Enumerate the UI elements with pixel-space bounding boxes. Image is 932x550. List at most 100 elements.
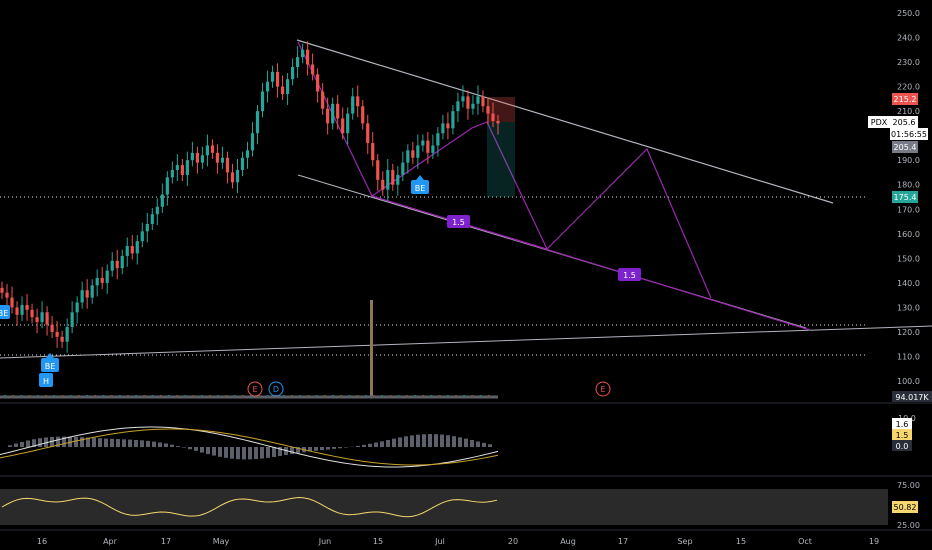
price-tick-label: 180.0 bbox=[897, 181, 920, 190]
channel-upper-line[interactable] bbox=[296, 39, 834, 204]
macd-histogram-bar bbox=[398, 437, 402, 447]
candle-body bbox=[265, 81, 270, 92]
price-tick-label: 150.0 bbox=[897, 254, 920, 263]
h-badge[interactable]: H bbox=[39, 373, 53, 387]
volume-bar bbox=[422, 395, 425, 398]
candle-body bbox=[15, 307, 19, 315]
volume-bar bbox=[233, 395, 236, 398]
price-scale[interactable]: 250.0 240.0 230.0 220.0 210.0 190.0 180.0 170.0… bbox=[897, 9, 920, 386]
macd-histogram-bar bbox=[158, 442, 162, 447]
svg-text:1.5: 1.5 bbox=[896, 431, 909, 440]
volume-bar bbox=[274, 395, 277, 398]
candle-body bbox=[45, 312, 49, 325]
candlestick-series bbox=[0, 41, 500, 353]
candle-body bbox=[456, 101, 460, 112]
svg-text:1.5: 1.5 bbox=[452, 218, 465, 227]
volume-bar bbox=[12, 395, 15, 398]
macd-histogram-bar bbox=[440, 434, 444, 447]
candle-body bbox=[331, 103, 335, 124]
volume-bar bbox=[241, 395, 244, 398]
volume-spike-bar bbox=[370, 300, 373, 398]
macd-label-2: 1.5 bbox=[892, 429, 912, 440]
symbol-price-tag[interactable]: PDX 205.6 01:56:55 bbox=[868, 116, 928, 140]
price-label-high: 215.2 bbox=[892, 93, 918, 105]
macd-histogram-bar bbox=[362, 444, 366, 447]
macd-histogram-bar bbox=[290, 447, 294, 455]
earnings-event-1[interactable]: E bbox=[247, 381, 263, 397]
volume-bar bbox=[340, 395, 343, 398]
macd-histogram-bar bbox=[122, 439, 126, 447]
support-trendline[interactable] bbox=[0, 325, 932, 359]
macd-histogram-bar bbox=[314, 447, 318, 451]
volume-bar bbox=[86, 395, 88, 398]
time-axis-label: Sep bbox=[677, 537, 692, 546]
earnings-event-2[interactable]: E bbox=[595, 381, 611, 397]
macd-histogram-bar bbox=[236, 447, 240, 460]
macd-histogram-bar bbox=[458, 437, 462, 447]
volume-bar bbox=[184, 395, 187, 398]
candle-body bbox=[200, 155, 205, 163]
candle-body bbox=[366, 123, 370, 144]
volume-bar bbox=[151, 395, 154, 398]
candle-body bbox=[50, 324, 54, 332]
candle-body bbox=[481, 96, 485, 107]
candle-body bbox=[406, 150, 410, 163]
ratio-label-1[interactable]: 1.5 bbox=[447, 215, 470, 228]
volume-bar bbox=[135, 395, 138, 398]
svg-text:BE: BE bbox=[0, 309, 8, 318]
time-axis-label: May bbox=[213, 537, 230, 546]
candle-body bbox=[240, 157, 245, 171]
macd-histogram-bar bbox=[32, 439, 36, 447]
svg-text:PDX: PDX bbox=[871, 118, 888, 127]
price-tick-label: 140.0 bbox=[897, 279, 920, 288]
macd-histogram-bar bbox=[14, 443, 18, 447]
candle-body bbox=[140, 231, 144, 242]
price-tick-label: 160.0 bbox=[897, 230, 920, 239]
volume-bar bbox=[381, 395, 384, 398]
volume-bar bbox=[225, 395, 228, 398]
volume-bar bbox=[36, 395, 39, 398]
be-badge-low[interactable]: BE bbox=[41, 353, 59, 372]
macd-histogram-bar bbox=[188, 447, 192, 450]
dividend-event[interactable]: D bbox=[268, 381, 284, 397]
candle-body bbox=[401, 162, 405, 175]
macd-histogram-bar bbox=[20, 441, 24, 447]
candle-body bbox=[426, 140, 430, 153]
be-badge-left[interactable]: BE bbox=[0, 305, 10, 319]
candle-body bbox=[486, 106, 490, 114]
candle-body bbox=[25, 304, 29, 310]
svg-text:215.2: 215.2 bbox=[894, 95, 917, 104]
price-tick-label: 210.0 bbox=[897, 107, 920, 116]
candle-body bbox=[110, 260, 114, 271]
candle-body bbox=[280, 86, 285, 94]
risk-box[interactable] bbox=[487, 97, 515, 122]
candle-body bbox=[295, 57, 300, 67]
candle-body bbox=[165, 177, 169, 195]
reward-box[interactable] bbox=[487, 122, 515, 197]
macd-histogram-bar bbox=[140, 440, 144, 447]
candle-body bbox=[215, 152, 220, 163]
rsi-line bbox=[1, 497, 498, 518]
rsi-tick-25: 25.00 bbox=[897, 521, 920, 530]
candle-body bbox=[55, 331, 59, 337]
volume-bar bbox=[20, 395, 23, 398]
volume-bar bbox=[455, 395, 457, 398]
candle-body bbox=[371, 143, 375, 161]
time-axis-label: 20 bbox=[508, 537, 518, 546]
ratio-label-2[interactable]: 1.5 bbox=[618, 268, 641, 281]
volume-bar bbox=[315, 395, 318, 398]
macd-histogram-bar bbox=[488, 444, 492, 447]
macd-histogram-bar bbox=[482, 442, 486, 447]
macd-histogram-bar bbox=[452, 436, 456, 447]
time-axis-label: 17 bbox=[161, 537, 171, 546]
candle-body bbox=[416, 145, 420, 158]
time-axis[interactable]: 16 Apr 17 May Jun 15 Jul 20 Aug 17 Sep 15 Oct 19 bbox=[37, 537, 879, 546]
be-badge-mid[interactable]: BE bbox=[411, 175, 429, 194]
candle-body bbox=[185, 160, 189, 175]
volume-series bbox=[0, 395, 498, 399]
candle-body bbox=[285, 79, 290, 94]
volume-bar bbox=[356, 395, 359, 398]
candle-body bbox=[411, 150, 415, 158]
macd-histogram-bar bbox=[206, 447, 210, 455]
